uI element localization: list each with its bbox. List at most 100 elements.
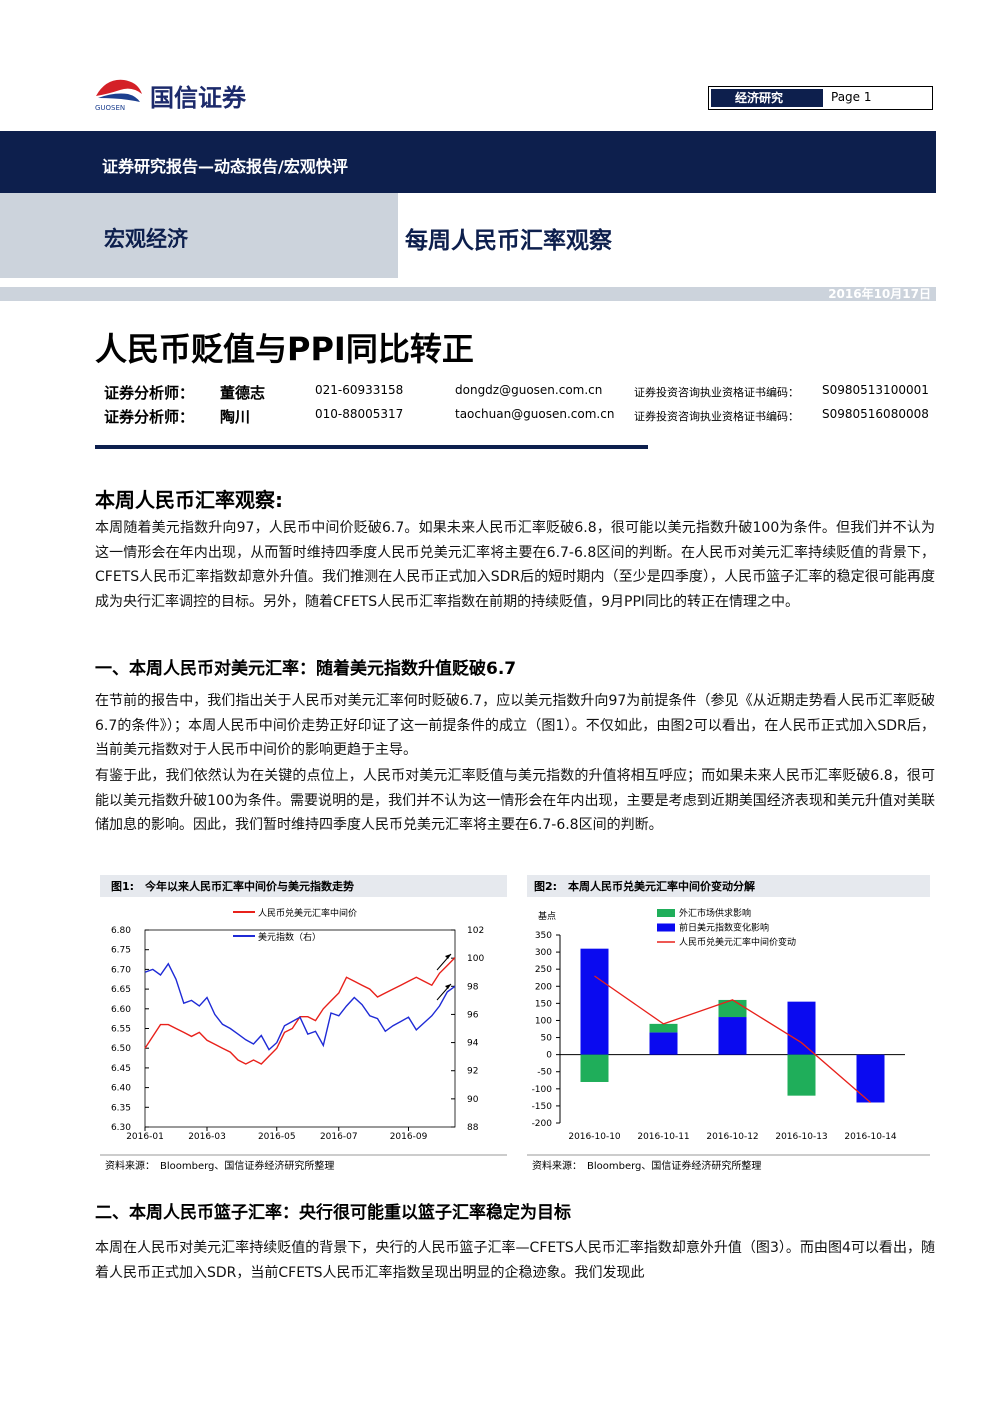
y-tick-label: 350 (535, 931, 552, 941)
bar (580, 948, 609, 1055)
analyst-phone: 021-60933158 (315, 383, 404, 397)
legend-label: 外汇市场供求影响 (679, 907, 751, 919)
y2-tick-label: 100 (467, 954, 484, 964)
figure-source: 资料来源： Bloomberg、国信证券经济研究所整理 (532, 1159, 761, 1172)
x-tick-label: 2016-10-10 (568, 1132, 621, 1142)
figure-title: 图2: 本周人民币兑美元汇率中间价变动分解 (534, 879, 755, 893)
y-tick-label: 250 (535, 965, 552, 975)
logo-icon (96, 79, 142, 102)
y-tick-label: 50 (541, 1034, 553, 1044)
paragraph: 在节前的报告中，我们指出关于人民币对美元汇率何时贬破6.7，应以美元指数升向97… (95, 693, 935, 758)
y2-tick-label: 94 (467, 1039, 479, 1049)
x-tick-label: 2016-01 (126, 1132, 164, 1142)
y2-tick-label: 90 (467, 1095, 479, 1105)
analyst-phone: 010-88005317 (315, 407, 404, 421)
paragraph: 有鉴于此，我们依然认为在关键的点位上，人民币对美元汇率贬值与美元指数的升值将相互… (95, 768, 935, 833)
y-tick-label: 6.55 (111, 1025, 131, 1035)
plot-frame (144, 929, 456, 1128)
analyst-email: dongdz@guosen.com.cn (455, 383, 603, 397)
series-title: 每周人民币汇率观察 (405, 228, 612, 254)
legend-label: 前日美元指数变化影响 (679, 922, 769, 934)
x-tick-label: 2016-10-14 (844, 1132, 897, 1142)
analyst-cert: S0980516080008 (822, 407, 929, 421)
y-tick-label: 0 (546, 1051, 552, 1061)
y-tick-label: 100 (535, 1016, 552, 1026)
bar (580, 1054, 609, 1082)
category-bar (0, 193, 398, 278)
y-tick-label: 6.60 (111, 1005, 131, 1015)
section-heading: 二、本周人民币篮子汇率：央行很可能重以篮子汇率稳定为目标 (95, 1203, 571, 1223)
y-tick-label: 150 (535, 999, 552, 1009)
category: 宏观经济 (104, 227, 188, 251)
logo-text: 国信证券 (150, 84, 246, 112)
section-heading: 本周人民币汇率观察: (95, 488, 283, 512)
chart: 图1: 今年以来人民币汇率中间价与美元指数走势 资料来源： Bloomberg、… (100, 875, 507, 1172)
analyst-cert: S0980513100001 (822, 383, 929, 397)
line-series (594, 975, 871, 1103)
bar (856, 1054, 885, 1103)
bar (649, 1023, 678, 1033)
arrow-head (445, 984, 451, 989)
y-axis-label: 基点 (538, 910, 556, 922)
y-tick-label: 6.50 (111, 1044, 131, 1054)
analyst-email: taochuan@guosen.com.cn (455, 407, 615, 421)
x-tick-label: 2016-10-13 (775, 1132, 827, 1142)
y-tick-label: 6.80 (111, 926, 131, 936)
divider (95, 445, 648, 449)
date: 2016年10月17日 (828, 287, 931, 301)
header-box: 经济研究 Page 1 (708, 86, 933, 110)
bar (787, 1054, 816, 1096)
page-number: Page 1 (831, 90, 872, 104)
legend-swatch (657, 909, 675, 917)
y2-tick-label: 98 (467, 982, 479, 992)
y-tick-label: 200 (535, 982, 552, 992)
banner-text: 证券研究报告—动态报告/宏观快评 (102, 157, 348, 176)
y2-tick-label: 92 (467, 1067, 478, 1077)
y2-tick-label: 102 (467, 926, 484, 936)
section-tag: 经济研究 (711, 89, 823, 107)
line-series (144, 957, 456, 1065)
legend-label: 人民币兑美元汇率中间价变动 (679, 936, 796, 948)
legend-label: 美元指数（右） (258, 931, 321, 943)
y-tick-label: -100 (532, 1085, 553, 1095)
x-tick-label: 2016-07 (320, 1132, 358, 1142)
bar (718, 1017, 747, 1055)
y-tick-label: -150 (532, 1102, 553, 1112)
analyst-role: 证券分析师： (104, 383, 195, 402)
x-tick-label: 2016-03 (188, 1132, 226, 1142)
analyst-cert-label: 证券投资咨询执业资格证书编码： (634, 385, 799, 399)
y-tick-label: 6.75 (111, 946, 131, 956)
paragraph: 本周在人民币对美元汇率持续贬值的背景下，央行的人民币篮子汇率—CFETS人民币汇… (95, 1240, 935, 1281)
x-tick-label: 2016-05 (258, 1132, 296, 1142)
analyst-name: 陶川 (220, 407, 251, 426)
x-tick-label: 2016-10-11 (637, 1132, 689, 1142)
figure-title: 图1: 今年以来人民币汇率中间价与美元指数走势 (111, 879, 354, 893)
bar (718, 999, 747, 1018)
line-series (144, 962, 456, 1051)
banner-bar (0, 131, 936, 193)
y2-tick-label: 96 (467, 1010, 479, 1020)
analyst-cert-label: 证券投资咨询执业资格证书编码： (634, 409, 799, 423)
y-tick-label: 6.30 (111, 1123, 131, 1133)
legend-swatch (657, 923, 675, 932)
arrow-head (445, 954, 451, 959)
title: 人民币贬值与PPI同比转正 (95, 330, 474, 368)
y-tick-label: 6.70 (111, 965, 131, 975)
y-tick-label: 300 (535, 948, 552, 958)
bar (649, 1032, 678, 1055)
y-tick-label: 6.40 (111, 1084, 131, 1094)
figure-title-bar (527, 875, 930, 897)
analyst-name: 董德志 (220, 383, 266, 402)
bar (787, 1001, 816, 1055)
logo-sub: GUOSEN (95, 104, 126, 112)
x-tick-label: 2016-10-12 (706, 1132, 758, 1142)
chart: 图2: 本周人民币兑美元汇率中间价变动分解 资料来源： Bloomberg、国信… (527, 875, 930, 1172)
legend-label: 人民币兑美元汇率中间价 (258, 907, 357, 919)
analyst-role: 证券分析师： (104, 407, 195, 426)
y-tick-label: -200 (532, 1119, 553, 1129)
date-bar (0, 287, 936, 301)
y-tick-label: 6.35 (111, 1103, 131, 1113)
y-tick-label: -50 (537, 1068, 552, 1078)
y-tick-label: 6.45 (111, 1064, 131, 1074)
y-tick-label: 6.65 (111, 985, 131, 995)
